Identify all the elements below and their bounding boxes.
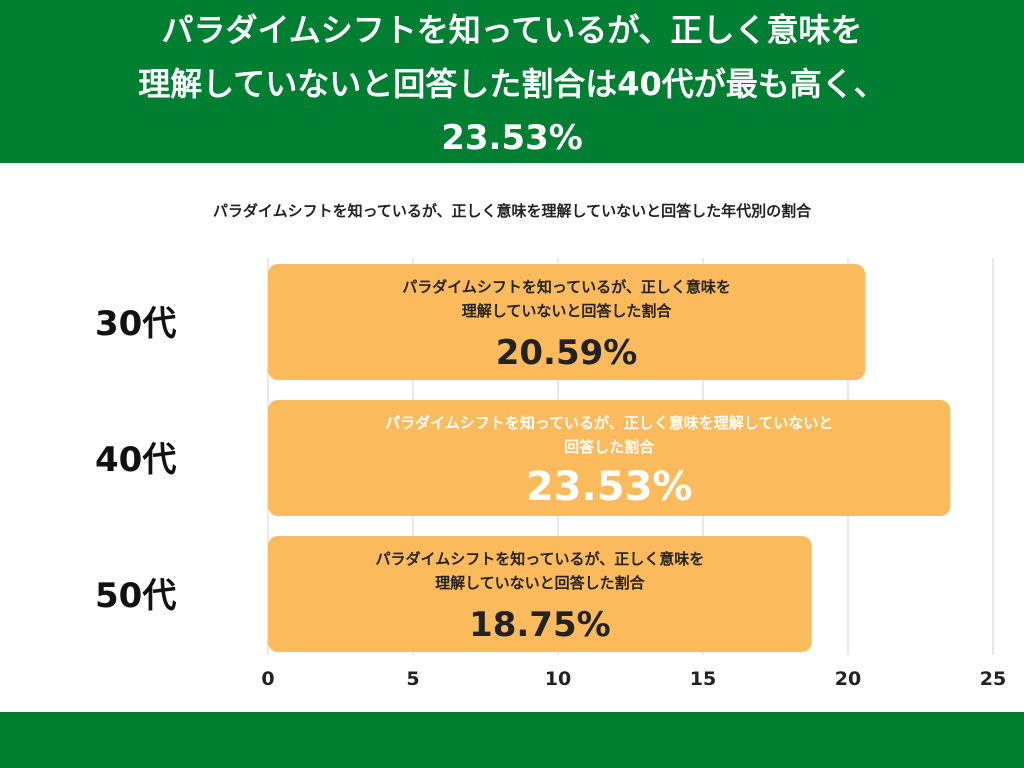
chart-title: パラダイムシフトを知っているが、正しく意味を理解していないと回答した年代別の割合 bbox=[212, 202, 812, 220]
bar-description-label: 理解していないと回答した割合 bbox=[435, 574, 646, 592]
headline-line-3: 23.53% bbox=[441, 118, 583, 158]
footer-banner bbox=[0, 712, 1024, 768]
x-tick-label: 20 bbox=[835, 668, 861, 690]
bar bbox=[268, 536, 812, 652]
bar-description-label: 理解していないと回答した割合 bbox=[462, 302, 673, 320]
category-label: 30代 bbox=[95, 304, 176, 344]
category-label: 40代 bbox=[95, 440, 176, 480]
bar bbox=[268, 264, 866, 380]
x-tick-label: 15 bbox=[690, 668, 716, 690]
bar-value-label: 18.75% bbox=[469, 605, 611, 645]
bar-value-label: 23.53% bbox=[526, 464, 693, 510]
headline-line-1: パラダイムシフトを知っているが、正しく意味を bbox=[161, 11, 863, 49]
bar-description-label: 回答した割合 bbox=[564, 438, 655, 456]
bar-description-label: パラダイムシフトを知っているが、正しく意味を bbox=[402, 278, 731, 296]
header-banner: パラダイムシフトを知っているが、正しく意味を 理解していないと回答した割合は40… bbox=[0, 0, 1024, 163]
x-tick-label: 0 bbox=[261, 668, 274, 690]
bar bbox=[268, 400, 951, 516]
x-tick-label: 10 bbox=[545, 668, 571, 690]
bar-value-label: 20.59% bbox=[496, 333, 638, 373]
bar-description-label: パラダイムシフトを知っているが、正しく意味を理解していないと bbox=[385, 414, 833, 432]
x-tick-label: 5 bbox=[406, 668, 419, 690]
headline-line-2: 理解していないと回答した割合は40代が最も高く、 bbox=[138, 65, 886, 103]
x-tick-label: 25 bbox=[980, 668, 1006, 690]
bar-description-label: パラダイムシフトを知っているが、正しく意味を bbox=[376, 550, 705, 568]
category-label: 50代 bbox=[95, 576, 176, 616]
